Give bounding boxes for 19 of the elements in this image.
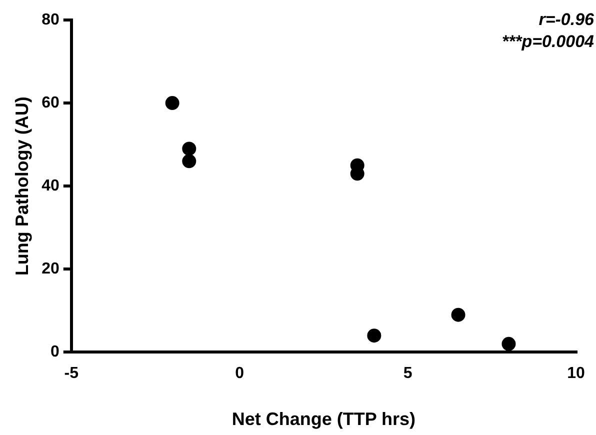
y-tick-label: 20 — [42, 260, 60, 278]
annotation: ***p=0.0004 — [502, 32, 595, 52]
x-tick-label: 5 — [403, 365, 412, 382]
y-tick-label: 0 — [50, 344, 60, 361]
y-tick-label: 80 — [42, 11, 60, 28]
y-tick-label: 60 — [42, 94, 60, 112]
x-tick-label: 0 — [235, 365, 244, 382]
x-tick-label: -5 — [64, 365, 79, 382]
y-axis-title: Lung Pathology (AU) — [12, 96, 32, 276]
annotation: r=-0.96 — [538, 10, 595, 30]
point — [502, 336, 516, 351]
y-tick-label: 40 — [42, 178, 60, 195]
point — [182, 142, 196, 156]
point — [165, 96, 180, 110]
point — [182, 154, 196, 168]
x-axis-title: Net Change (TTP hrs) — [232, 409, 416, 430]
point — [451, 308, 466, 322]
point — [367, 328, 382, 343]
x-tick-label: 10 — [567, 365, 585, 382]
